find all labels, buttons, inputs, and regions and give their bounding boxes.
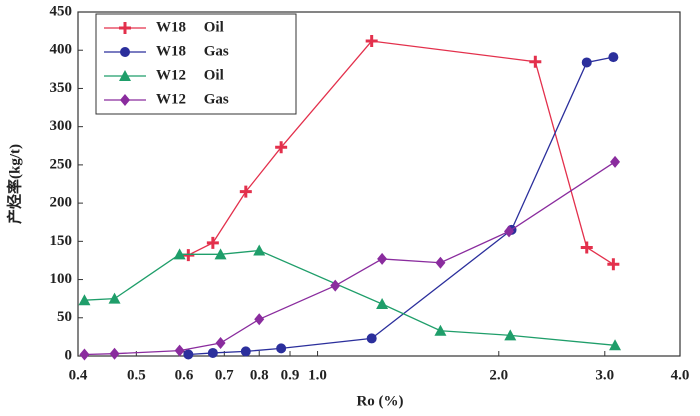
marker [607, 258, 620, 271]
marker [119, 70, 131, 81]
x-tick-label: 2.0 [489, 367, 508, 383]
marker [610, 155, 621, 168]
marker [120, 94, 130, 106]
y-tick-label: 250 [50, 156, 73, 172]
marker [254, 313, 265, 326]
marker [183, 349, 194, 360]
marker [109, 347, 120, 360]
marker [330, 279, 341, 292]
x-tick-label: 1.0 [308, 367, 327, 383]
marker [276, 343, 287, 354]
legend-label: W18 Oil [156, 19, 224, 35]
marker [182, 249, 195, 262]
marker [79, 348, 90, 361]
x-tick-label: 0.5 [127, 367, 146, 383]
marker [173, 248, 186, 260]
marker [207, 347, 218, 358]
x-tick-label: 0.6 [175, 367, 194, 383]
marker [608, 52, 619, 63]
y-tick-label: 50 [57, 309, 72, 325]
series-line [84, 249, 616, 346]
legend-label: W12 Gas [156, 91, 229, 107]
marker [215, 337, 226, 350]
x-tick-label: 0.8 [250, 367, 269, 383]
x-tick-label: 0.7 [215, 367, 234, 383]
y-tick-label: 100 [50, 271, 73, 287]
x-tick-label: 3.0 [595, 367, 614, 383]
y-tick-label: 450 [50, 3, 73, 19]
legend-label: W12 Oil [156, 67, 224, 83]
marker [253, 244, 266, 256]
x-axis-label: Ro (%) [356, 393, 403, 409]
y-tick-label: 0 [65, 347, 73, 363]
marker [239, 185, 252, 198]
x-tick-label: 4.0 [671, 367, 690, 383]
series-line [84, 161, 616, 356]
marker [434, 324, 447, 336]
y-tick-label: 300 [50, 118, 73, 134]
marker [275, 141, 288, 154]
marker [78, 294, 91, 306]
marker [377, 252, 388, 265]
series-line [188, 40, 614, 265]
series-line [188, 56, 614, 356]
plot-frame [77, 11, 681, 357]
y-tick-label: 350 [50, 80, 73, 96]
x-tick-label: 0.4 [69, 367, 88, 383]
marker [376, 298, 389, 310]
marker [366, 333, 377, 344]
marker [206, 236, 219, 249]
marker [174, 344, 185, 357]
marker [435, 256, 446, 269]
marker [120, 47, 130, 57]
legend-box [95, 13, 297, 115]
marker [581, 57, 592, 68]
marker [108, 292, 121, 304]
y-axis-label: 产烃率(kg/t) [5, 144, 23, 224]
y-tick-label: 150 [50, 233, 73, 249]
marker [504, 329, 517, 341]
y-tick-label: 200 [50, 195, 73, 211]
y-tick-label: 400 [50, 42, 73, 58]
marker [240, 346, 251, 357]
marker [119, 22, 131, 34]
x-tick-label: 0.9 [281, 367, 300, 383]
legend-label: W18 Gas [156, 43, 229, 59]
marker [580, 241, 593, 254]
marker [214, 248, 227, 260]
marker [365, 35, 378, 48]
marker [529, 55, 542, 68]
marker [504, 225, 515, 238]
marker [609, 339, 622, 351]
